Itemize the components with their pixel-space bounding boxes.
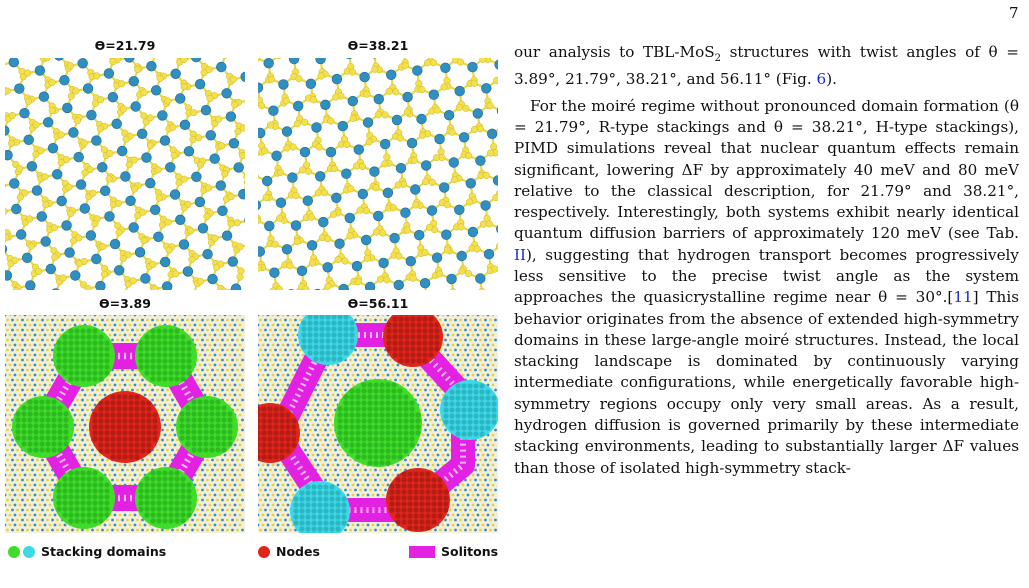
magenta-rect-icon — [409, 545, 435, 558]
paragraph-1: our analysis to TBL-MoS2 structures with… — [514, 43, 1019, 89]
panel-56-11-domains — [258, 315, 498, 533]
legend-label-solitons: Solitons — [441, 544, 499, 559]
panel-38-21-atoms — [258, 58, 498, 290]
page-number: 7 — [1009, 4, 1019, 22]
green-dot-icon — [8, 545, 20, 558]
figure-ref-link[interactable]: 6 — [816, 70, 827, 89]
legend-label-nodes: Nodes — [276, 544, 320, 559]
panel-title-56-11: ϴ=56.11 — [347, 296, 409, 311]
legend-stacking-domains: Stacking domains — [8, 544, 166, 559]
body-text: our analysis to TBL-MoS2 structures with… — [514, 42, 1019, 479]
red-dot-icon — [258, 545, 270, 558]
panel-title-38-21: ϴ=38.21 — [347, 38, 409, 53]
table-ref-link[interactable]: II — [514, 245, 526, 264]
legend-label-stacking: Stacking domains — [41, 544, 167, 559]
panel-3-89-domains — [5, 315, 245, 533]
citation-link[interactable]: 11 — [953, 288, 973, 307]
panel-title-3-89: ϴ=3.89 — [99, 296, 151, 311]
legend-nodes: Nodes — [258, 544, 320, 559]
figure-6: ϴ=21.79 ϴ=38.21 ϴ=3.89 ϴ=56.11 Stacking … — [0, 0, 505, 588]
cyan-dot-icon — [23, 545, 35, 558]
panel-title-21-79: ϴ=21.79 — [94, 38, 156, 53]
legend-solitons: Solitons — [409, 544, 498, 559]
panel-21-79-atoms — [5, 58, 245, 290]
paragraph-2: For the moiré regime without pronounced … — [514, 96, 1019, 477]
